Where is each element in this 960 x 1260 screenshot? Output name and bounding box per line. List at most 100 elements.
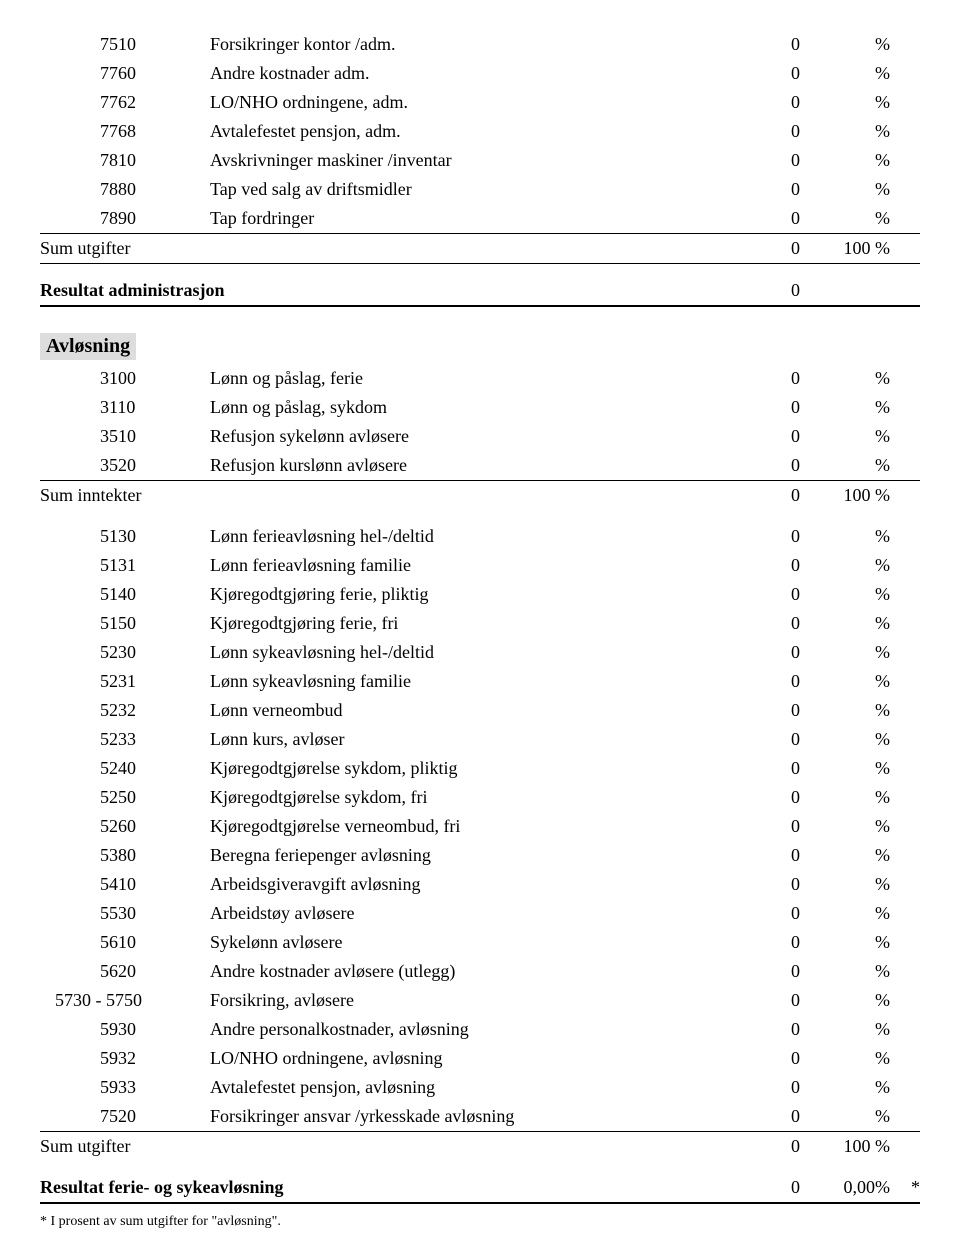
line-item-row: 7520Forsikringer ansvar /yrkesskade avlø… bbox=[40, 1102, 920, 1132]
line-val: 0 bbox=[740, 581, 800, 608]
line-item-row: 3110Lønn og påslag, sykdom0% bbox=[40, 393, 920, 422]
line-pct: % bbox=[800, 755, 900, 782]
result-val: 0 bbox=[740, 277, 800, 304]
line-val: 0 bbox=[740, 929, 800, 956]
line-code: 7520 bbox=[40, 1103, 210, 1130]
line-code: 5530 bbox=[40, 900, 210, 927]
line-pct: % bbox=[800, 523, 900, 550]
line-item-row: 5130Lønn ferieavløsning hel-/deltid0% bbox=[40, 522, 920, 551]
line-pct: % bbox=[800, 1074, 900, 1101]
line-val: 0 bbox=[740, 1016, 800, 1043]
line-val: 0 bbox=[740, 755, 800, 782]
line-code: 5933 bbox=[40, 1074, 210, 1101]
line-val: 0 bbox=[740, 452, 800, 479]
line-desc: Lønn og påslag, ferie bbox=[210, 365, 740, 392]
line-item-row: 5131Lønn ferieavløsning familie0% bbox=[40, 551, 920, 580]
line-desc: Refusjon kurslønn avløsere bbox=[210, 452, 740, 479]
line-item-row: 5530Arbeidstøy avløsere0% bbox=[40, 899, 920, 928]
line-pct: % bbox=[800, 452, 900, 479]
line-val: 0 bbox=[740, 726, 800, 753]
line-pct: % bbox=[800, 668, 900, 695]
line-item-row: 7810Avskrivninger maskiner /inventar0% bbox=[40, 146, 920, 175]
line-code: 5260 bbox=[40, 813, 210, 840]
line-pct: % bbox=[800, 60, 900, 87]
line-desc: Beregna feriepenger avløsning bbox=[210, 842, 740, 869]
line-desc: Tap ved salg av driftsmidler bbox=[210, 176, 740, 203]
line-code: 5620 bbox=[40, 958, 210, 985]
result2-label: Resultat ferie- og sykeavløsning bbox=[40, 1174, 740, 1201]
line-code: 5150 bbox=[40, 610, 210, 637]
income-sum-val: 0 bbox=[740, 482, 800, 509]
line-item-row: 7880Tap ved salg av driftsmidler0% bbox=[40, 175, 920, 204]
result2-pct: 0,00% bbox=[800, 1174, 900, 1201]
line-val: 0 bbox=[740, 784, 800, 811]
line-val: 0 bbox=[740, 842, 800, 869]
line-pct: % bbox=[800, 205, 900, 232]
result-label: Resultat administrasjon bbox=[40, 277, 740, 304]
line-item-row: 7768Avtalefestet pensjon, adm.0% bbox=[40, 117, 920, 146]
line-item-row: 7890Tap fordringer0% bbox=[40, 204, 920, 234]
line-desc: Lønn kurs, avløser bbox=[210, 726, 740, 753]
line-desc: Lønn ferieavløsning familie bbox=[210, 552, 740, 579]
result2-val: 0 bbox=[740, 1174, 800, 1201]
line-desc: Kjøregodtgjørelse verneombud, fri bbox=[210, 813, 740, 840]
line-val: 0 bbox=[740, 668, 800, 695]
line-desc: Kjøregodtgjøring ferie, pliktig bbox=[210, 581, 740, 608]
line-item-row: 5140Kjøregodtgjøring ferie, pliktig0% bbox=[40, 580, 920, 609]
expense-sum-label: Sum utgifter bbox=[40, 1133, 740, 1160]
footnote: * I prosent av sum utgifter for "avløsni… bbox=[40, 1214, 920, 1230]
line-desc: Andre kostnader avløsere (utlegg) bbox=[210, 958, 740, 985]
line-code: 5131 bbox=[40, 552, 210, 579]
line-code: 5250 bbox=[40, 784, 210, 811]
line-desc: Lønn ferieavløsning hel-/deltid bbox=[210, 523, 740, 550]
line-code: 7762 bbox=[40, 89, 210, 116]
line-item-row: 5410Arbeidsgiveravgift avløsning0% bbox=[40, 870, 920, 899]
line-pct: % bbox=[800, 726, 900, 753]
line-item-row: 5933Avtalefestet pensjon, avløsning0% bbox=[40, 1073, 920, 1102]
line-code: 5233 bbox=[40, 726, 210, 753]
line-desc: Lønn sykeavløsning familie bbox=[210, 668, 740, 695]
line-val: 0 bbox=[740, 552, 800, 579]
line-item-row: 7510Forsikringer kontor /adm.0% bbox=[40, 30, 920, 59]
line-val: 0 bbox=[740, 1045, 800, 1072]
line-pct: % bbox=[800, 697, 900, 724]
line-code: 3110 bbox=[40, 394, 210, 421]
line-code: 3100 bbox=[40, 365, 210, 392]
line-pct: % bbox=[800, 813, 900, 840]
line-desc: Forsikringer ansvar /yrkesskade avløsnin… bbox=[210, 1103, 740, 1130]
line-code: 5410 bbox=[40, 871, 210, 898]
line-code: 5610 bbox=[40, 929, 210, 956]
line-val: 0 bbox=[740, 610, 800, 637]
line-val: 0 bbox=[740, 394, 800, 421]
sum-label: Sum utgifter bbox=[40, 235, 740, 262]
line-code: 7768 bbox=[40, 118, 210, 145]
line-item-row: 5250Kjøregodtgjørelse sykdom, fri0% bbox=[40, 783, 920, 812]
line-pct: % bbox=[800, 610, 900, 637]
line-val: 0 bbox=[740, 900, 800, 927]
line-pct: % bbox=[800, 987, 900, 1014]
line-item-row: 5930Andre personalkostnader, avløsning0% bbox=[40, 1015, 920, 1044]
line-val: 0 bbox=[740, 1074, 800, 1101]
line-pct: % bbox=[800, 118, 900, 145]
line-code: 7880 bbox=[40, 176, 210, 203]
line-code: 3520 bbox=[40, 452, 210, 479]
income-sum-label: Sum inntekter bbox=[40, 482, 740, 509]
line-desc: Avskrivninger maskiner /inventar bbox=[210, 147, 740, 174]
resultat-avlosning-row: Resultat ferie- og sykeavløsning 0 0,00%… bbox=[40, 1173, 920, 1204]
line-desc: Kjøregodtgjørelse sykdom, fri bbox=[210, 784, 740, 811]
line-val: 0 bbox=[740, 147, 800, 174]
line-desc: Lønn sykeavløsning hel-/deltid bbox=[210, 639, 740, 666]
line-item-row: 7762LO/NHO ordningene, adm.0% bbox=[40, 88, 920, 117]
line-val: 0 bbox=[740, 639, 800, 666]
line-desc: LO/NHO ordningene, adm. bbox=[210, 89, 740, 116]
expense-sum-val: 0 bbox=[740, 1133, 800, 1160]
line-item-row: 5230Lønn sykeavløsning hel-/deltid0% bbox=[40, 638, 920, 667]
line-item-row: 5233Lønn kurs, avløser0% bbox=[40, 725, 920, 754]
line-desc: Kjøregodtgjørelse sykdom, pliktig bbox=[210, 755, 740, 782]
line-val: 0 bbox=[740, 1103, 800, 1130]
expense-sum-pct: 100 % bbox=[800, 1133, 900, 1160]
line-code: 7510 bbox=[40, 31, 210, 58]
line-code: 5932 bbox=[40, 1045, 210, 1072]
line-desc: Avtalefestet pensjon, adm. bbox=[210, 118, 740, 145]
line-pct: % bbox=[800, 929, 900, 956]
